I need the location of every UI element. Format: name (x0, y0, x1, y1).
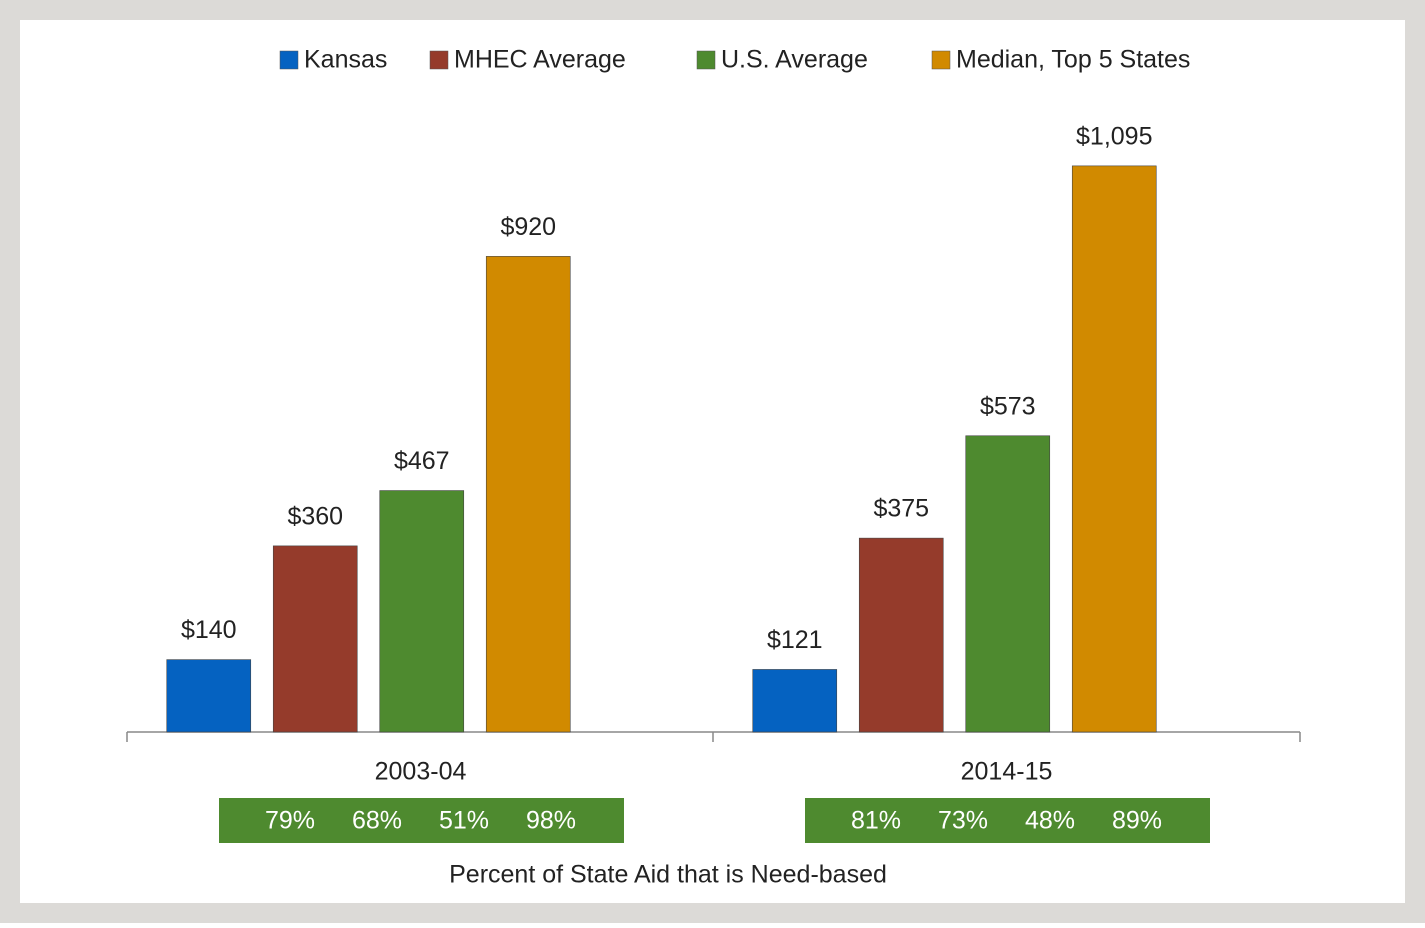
need-based-value: 89% (1112, 807, 1162, 835)
data-label: $121 (767, 626, 823, 654)
need-based-box (805, 798, 1210, 843)
legend-swatch (696, 50, 716, 70)
bar (858, 537, 944, 733)
x-tick-label: 2003-04 (375, 758, 467, 786)
need-based-value: 81% (851, 807, 901, 835)
need-based-box (219, 798, 624, 843)
need-based-value: 68% (352, 807, 402, 835)
need-based-value: 48% (1025, 807, 1075, 835)
bar (965, 435, 1051, 733)
need-based-value: 51% (439, 807, 489, 835)
data-label: $1,095 (1076, 122, 1152, 150)
bar (272, 545, 358, 733)
data-label: $573 (980, 392, 1036, 420)
bar (1071, 165, 1157, 733)
data-label: $375 (873, 495, 929, 523)
bar (379, 490, 465, 733)
legend-label: U.S. Average (721, 46, 868, 74)
legend-swatch (429, 50, 449, 70)
data-label: $467 (394, 447, 450, 475)
legend-swatch (279, 50, 299, 70)
need-based-value: 79% (265, 807, 315, 835)
legend-label: Median, Top 5 States (956, 46, 1190, 74)
x-tick-label: 2014-15 (961, 758, 1053, 786)
need-based-value: 73% (938, 807, 988, 835)
data-label: $360 (287, 502, 343, 530)
legend-swatch (931, 50, 951, 70)
legend-label: MHEC Average (454, 46, 626, 74)
need-based-value: 98% (526, 807, 576, 835)
bar (166, 659, 252, 733)
panel (20, 20, 1405, 903)
legend-label: Kansas (304, 46, 387, 74)
bar (485, 256, 571, 733)
data-label: $140 (181, 616, 237, 644)
bar (752, 669, 838, 733)
need-based-title: Percent of State Aid that is Need-based (449, 861, 887, 889)
data-label: $920 (500, 213, 556, 241)
